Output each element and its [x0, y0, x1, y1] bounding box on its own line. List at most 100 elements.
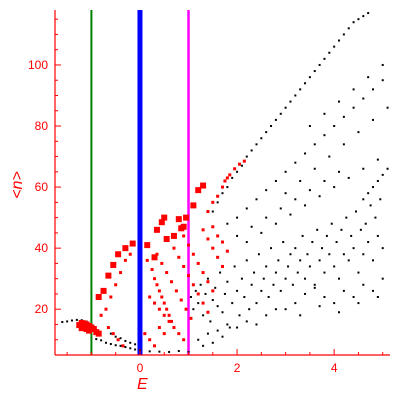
point-s0-162 [304, 204, 307, 207]
point-s0-99 [362, 253, 365, 256]
point-s0-69 [289, 253, 292, 256]
point-s0-113 [236, 170, 239, 173]
point-s1-28 [182, 264, 186, 268]
point-s0-25 [168, 350, 171, 353]
x-tick-label-0: 0 [137, 361, 144, 375]
point-s0-120 [270, 125, 273, 128]
point-s1-44 [216, 255, 220, 259]
point-s0-145 [265, 189, 268, 192]
point-s0-39 [216, 305, 219, 308]
point-s0-157 [381, 79, 384, 82]
point-s0-45 [231, 302, 234, 305]
point-s0-10 [109, 343, 112, 346]
point-s0-132 [328, 51, 331, 54]
point-s0-170 [313, 167, 316, 170]
point-s0-40 [219, 271, 222, 274]
point-s0-123 [284, 106, 287, 109]
point-s0-111 [226, 186, 229, 189]
point-s0-199 [313, 286, 316, 289]
point-s0-194 [367, 192, 370, 195]
x-tick-label-2: 4 [331, 361, 338, 375]
point-s0-84 [325, 234, 328, 237]
point-s0-124 [289, 100, 292, 103]
point-s0-134 [338, 39, 341, 42]
point-s0-88 [335, 241, 338, 244]
point-s1-1 [150, 268, 154, 272]
point-s0-193 [386, 167, 389, 170]
point-s1-14 [167, 319, 171, 323]
point-s0-151 [323, 134, 326, 137]
point-s2-31 [163, 235, 170, 242]
point-s0-216 [226, 323, 229, 326]
point-s0-184 [265, 216, 268, 219]
point-s1-67 [143, 332, 147, 336]
point-s0-48 [238, 314, 241, 317]
point-s0-41 [221, 311, 224, 314]
point-s2-28 [195, 187, 202, 194]
point-s0-136 [347, 27, 350, 30]
point-s2-20 [144, 242, 151, 249]
point-s1-54 [237, 162, 241, 166]
point-s1-17 [182, 338, 186, 342]
point-s0-182 [236, 234, 239, 237]
point-s0-71 [294, 247, 297, 250]
point-s0-169 [299, 179, 302, 182]
point-s0-109 [216, 201, 219, 204]
point-s0-90 [340, 228, 343, 231]
point-s0-83 [323, 271, 326, 274]
point-s0-118 [260, 137, 263, 140]
point-s0-33 [202, 314, 205, 317]
point-s1-74 [225, 249, 229, 253]
point-s1-38 [201, 271, 205, 275]
point-s0-163 [318, 195, 321, 198]
point-s2-14 [100, 287, 107, 294]
point-s0-47 [236, 289, 239, 292]
point-s2-7 [95, 330, 102, 337]
point-s2-26 [183, 214, 190, 221]
point-s1-20 [165, 271, 169, 275]
point-s0-167 [376, 158, 379, 161]
point-s1-61 [104, 307, 108, 311]
point-s1-12 [157, 307, 161, 311]
point-s0-66 [282, 241, 285, 244]
point-s0-3 [75, 318, 78, 321]
point-s0-31 [197, 302, 200, 305]
point-s0-93 [347, 259, 350, 262]
point-s1-18 [155, 252, 159, 256]
point-s1-27 [177, 255, 181, 259]
point-s0-70 [291, 283, 294, 286]
point-s1-63 [106, 326, 110, 330]
point-s1-21 [170, 280, 174, 284]
point-s0-106 [379, 198, 382, 201]
point-s2-19 [129, 240, 136, 247]
point-s0-119 [265, 131, 268, 134]
point-s0-125 [294, 94, 297, 97]
point-s0-112 [231, 176, 234, 179]
point-s1-26 [172, 246, 176, 250]
point-s0-52 [248, 308, 251, 311]
point-s0-127 [304, 82, 307, 85]
point-s1-64 [111, 332, 115, 336]
point-s0-35 [206, 277, 209, 280]
point-s0-102 [369, 204, 372, 207]
point-s1-15 [172, 326, 176, 330]
point-s0-153 [342, 115, 345, 118]
point-s0-221 [202, 344, 205, 347]
point-s1-11 [153, 301, 157, 305]
point-s0-190 [372, 186, 375, 189]
point-s1-4 [157, 289, 161, 293]
point-s0-128 [308, 76, 311, 79]
point-s0-78 [311, 241, 314, 244]
point-s0-43 [226, 280, 229, 283]
point-s0-183 [250, 225, 253, 228]
point-s0-195 [362, 198, 365, 201]
point-s2-13 [95, 293, 102, 300]
point-s0-117 [255, 143, 258, 146]
point-s1-71 [162, 332, 166, 336]
point-s0-196 [284, 308, 287, 311]
point-s2-22 [158, 219, 165, 226]
point-s0-11 [114, 344, 117, 347]
point-s1-31 [196, 292, 200, 296]
point-s0-204 [362, 283, 365, 286]
point-s0-87 [333, 265, 336, 268]
